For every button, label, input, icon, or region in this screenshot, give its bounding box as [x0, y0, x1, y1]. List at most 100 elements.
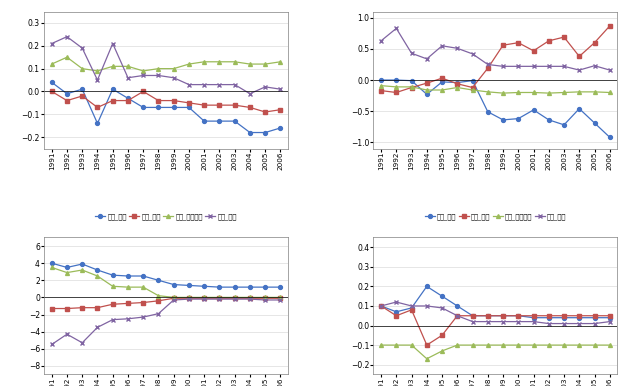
석유_전력	[231, 82, 239, 87]
석유_전력	[79, 46, 86, 51]
석유_석탄	[231, 103, 239, 107]
석탄_전력	[530, 64, 537, 69]
석탄_천연가스	[591, 90, 598, 94]
석유_석유	[79, 87, 86, 91]
전력_전력	[575, 321, 583, 326]
석유_석유	[94, 121, 101, 126]
전력_석탄	[499, 313, 507, 318]
전력_전력	[377, 304, 385, 308]
전력_천연가스	[469, 343, 476, 347]
전력_천연가스	[484, 343, 491, 347]
천연가스_전력	[94, 325, 101, 330]
석탄_천연가스	[499, 91, 507, 95]
천연가스_석탄	[139, 300, 147, 305]
천연가스_석유	[246, 285, 254, 290]
석탄_석유	[606, 135, 614, 140]
석유_석탄	[246, 105, 254, 110]
석유_전력	[155, 73, 163, 78]
석유_석탄	[185, 100, 193, 105]
Legend: 석탄_석유, 석탄_석탄, 석탄_천연가스, 석탄_전력: 석탄_석유, 석탄_석탄, 석탄_천연가스, 석탄_전력	[425, 214, 566, 220]
전력_석탄	[515, 313, 522, 318]
전력_석유	[454, 304, 461, 308]
천연가스_석탄	[124, 301, 132, 306]
석탄_석탄	[606, 24, 614, 28]
석탄_석탄	[545, 39, 553, 43]
석유_석탄	[94, 105, 101, 110]
천연가스_석탄	[155, 298, 163, 303]
전력_천연가스	[377, 343, 385, 347]
천연가스_석탄	[48, 306, 55, 311]
천연가스_전력	[277, 298, 284, 302]
천연가스_석유	[215, 285, 223, 290]
석탄_석탄	[423, 81, 430, 85]
석탄_석유	[423, 92, 430, 96]
천연가스_전력	[170, 298, 178, 302]
전력_석유	[392, 310, 400, 314]
석유_천연가스	[246, 62, 254, 66]
석탄_석유	[377, 78, 385, 82]
천연가스_석탄	[63, 306, 71, 311]
석탄_석유	[560, 122, 568, 127]
Line: 석탄_석유: 석탄_석유	[379, 78, 612, 139]
석유_석탄	[261, 110, 269, 114]
Line: 석유_석탄: 석유_석탄	[50, 90, 282, 114]
전력_전력	[408, 304, 415, 308]
전력_석유	[423, 284, 430, 289]
석탄_석탄	[484, 66, 491, 71]
천연가스_천연가스	[155, 293, 163, 298]
천연가스_천연가스	[94, 274, 101, 278]
천연가스_석탄	[231, 296, 239, 301]
석탄_천연가스	[469, 88, 476, 92]
Line: 천연가스_전력: 천연가스_전력	[50, 297, 282, 346]
Line: 석탄_전력: 석탄_전력	[379, 26, 612, 72]
천연가스_석탄	[200, 296, 208, 301]
전력_석탄	[469, 313, 476, 318]
전력_천연가스	[575, 343, 583, 347]
석유_천연가스	[139, 69, 147, 73]
석탄_전력	[545, 64, 553, 69]
천연가스_석탄	[79, 305, 86, 310]
천연가스_전력	[261, 298, 269, 302]
천연가스_석탄	[246, 296, 254, 301]
석탄_석탄	[499, 43, 507, 47]
석탄_천연가스	[606, 90, 614, 95]
전력_전력	[606, 319, 614, 324]
석탄_전력	[515, 64, 522, 69]
석유_석탄	[155, 98, 163, 103]
석탄_천연가스	[392, 85, 400, 89]
천연가스_천연가스	[109, 284, 117, 289]
전력_석유	[591, 315, 598, 320]
전력_석탄	[423, 343, 430, 347]
석유_석유	[215, 119, 223, 124]
천연가스_천연가스	[185, 295, 193, 300]
석탄_전력	[591, 63, 598, 68]
석유_천연가스	[94, 69, 101, 73]
전력_천연가스	[515, 343, 522, 347]
석유_전력	[63, 34, 71, 39]
석유_천연가스	[79, 66, 86, 71]
천연가스_전력	[200, 297, 208, 301]
천연가스_천연가스	[48, 265, 55, 270]
석탄_석탄	[392, 90, 400, 95]
전력_석탄	[545, 313, 553, 318]
전력_전력	[591, 321, 598, 326]
석유_석탄	[79, 94, 86, 98]
석유_전력	[170, 75, 178, 80]
전력_석탄	[392, 313, 400, 318]
석탄_전력	[560, 64, 568, 69]
전력_석유	[545, 315, 553, 320]
석유_천연가스	[200, 59, 208, 64]
석유_석탄	[124, 98, 132, 103]
석유_석탄	[170, 98, 178, 103]
천연가스_천연가스	[277, 295, 284, 300]
석탄_석탄	[591, 41, 598, 45]
천연가스_석유	[48, 261, 55, 266]
석유_석유	[170, 105, 178, 110]
전력_석유	[438, 294, 446, 298]
석유_전력	[109, 41, 117, 46]
천연가스_석탄	[261, 296, 269, 301]
전력_천연가스	[408, 343, 415, 347]
석탄_석유	[545, 118, 553, 122]
전력_석유	[499, 313, 507, 318]
천연가스_석유	[155, 278, 163, 283]
